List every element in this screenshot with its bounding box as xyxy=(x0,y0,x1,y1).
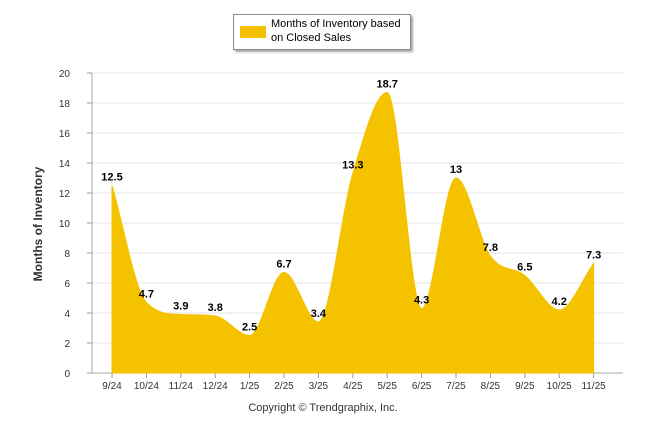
data-label: 7.8 xyxy=(483,242,498,254)
y-tick-label: 10 xyxy=(59,219,71,230)
y-tick-label: 16 xyxy=(59,129,71,140)
x-tick-labels: 9/24 10/24 11/24 12/24 1/25 2/25 3/25 4/25 5/25 6… xyxy=(102,381,606,392)
copyright-footer: Copyright © Trendgraphix, Inc. xyxy=(248,402,398,414)
x-tick-label: 9/24 xyxy=(102,381,122,392)
data-label: 3.4 xyxy=(311,308,327,320)
data-labels: 12.5 4.7 3.9 3.8 2.5 6.7 3.4 13.3 18.7 4.3 13 7.8 6.… xyxy=(101,79,601,334)
data-label: 2.5 xyxy=(242,322,257,334)
y-tick-label: 20 xyxy=(59,69,71,80)
data-label: 7.3 xyxy=(586,250,601,262)
data-label: 4.3 xyxy=(414,295,429,307)
x-tick-label: 2/25 xyxy=(274,381,294,392)
y-tick-label: 4 xyxy=(64,309,70,320)
y-tick-label: 18 xyxy=(59,99,71,110)
data-label: 12.5 xyxy=(101,172,122,184)
data-label: 3.8 xyxy=(208,302,223,314)
x-tick-label: 8/25 xyxy=(481,381,501,392)
y-axis-label: Months of Inventory xyxy=(31,166,45,281)
legend-label: Months of Inventory based on Closed Sale… xyxy=(271,18,401,44)
x-tick-label: 11/24 xyxy=(169,381,194,392)
data-label: 6.7 xyxy=(276,259,291,271)
x-tick-label: 4/25 xyxy=(343,381,363,392)
inventory-area xyxy=(111,91,595,374)
x-tick-label: 1/25 xyxy=(240,381,260,392)
data-label: 4.7 xyxy=(139,289,154,301)
y-tick-label: 14 xyxy=(59,159,71,170)
data-label: 6.5 xyxy=(517,262,532,274)
y-tick-label: 6 xyxy=(64,279,70,290)
x-tick-label: 11/25 xyxy=(581,381,606,392)
legend-swatch xyxy=(240,26,266,38)
y-tick-labels: 0 2 4 6 8 10 12 14 16 18 20 xyxy=(59,69,71,380)
x-tick-label: 12/24 xyxy=(203,381,228,392)
data-label: 18.7 xyxy=(376,79,397,91)
x-tick-label: 6/25 xyxy=(412,381,432,392)
data-label: 4.2 xyxy=(552,296,567,308)
x-tick-label: 7/25 xyxy=(446,381,466,392)
x-tick-label: 10/24 xyxy=(134,381,159,392)
x-tick-label: 10/25 xyxy=(547,381,572,392)
data-label: 3.9 xyxy=(173,301,188,313)
y-tick-label: 0 xyxy=(64,369,70,380)
data-label: 13.3 xyxy=(342,160,363,172)
x-tick-label: 3/25 xyxy=(309,381,329,392)
data-label: 13 xyxy=(450,164,462,176)
y-tick-label: 12 xyxy=(59,189,71,200)
legend: Months of Inventory based on Closed Sale… xyxy=(233,14,411,50)
x-tick-label: 9/25 xyxy=(515,381,535,392)
y-tick-label: 8 xyxy=(64,249,70,260)
x-tick-label: 5/25 xyxy=(377,381,397,392)
y-tick-label: 2 xyxy=(64,339,70,350)
